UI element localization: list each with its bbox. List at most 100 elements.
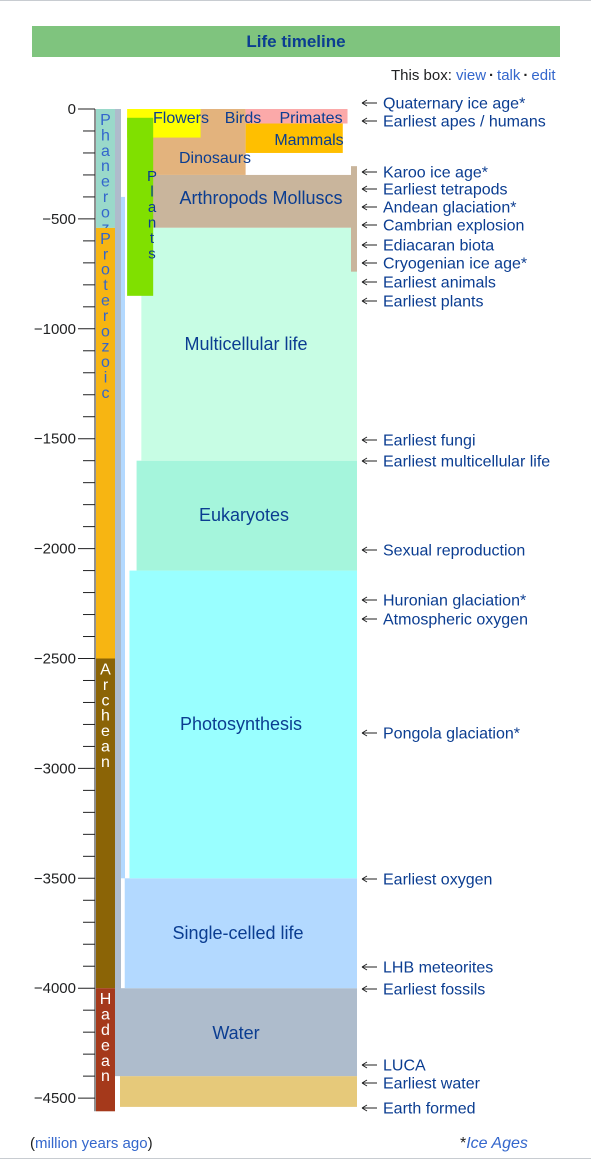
life-block-birds[interactable] xyxy=(200,109,246,142)
event-label[interactable]: Earliest oxygen xyxy=(383,872,492,889)
eon-letter: o xyxy=(101,354,110,371)
eon-letter: c xyxy=(102,385,110,402)
event-marker: Quaternary ice age* xyxy=(361,96,525,113)
left-arrow-icon xyxy=(361,1079,368,1087)
left-arrow-icon xyxy=(361,203,368,211)
event-label[interactable]: Atmospheric oxygen xyxy=(383,612,528,629)
units-link[interactable]: million years ago xyxy=(35,1135,148,1152)
talk-link[interactable]: talk xyxy=(497,67,521,84)
navbar-prefix: This box: xyxy=(391,67,452,84)
left-arrow-icon xyxy=(361,278,368,286)
event-marker: Earliest plants xyxy=(361,294,484,311)
eon-letter: d xyxy=(101,1022,110,1039)
left-arrow-icon xyxy=(361,457,368,465)
event-label[interactable]: Earliest fungi xyxy=(383,433,476,450)
event-label[interactable]: Huronian glaciation* xyxy=(383,593,526,610)
block-label: Primates xyxy=(279,110,342,127)
event-marker: Earliest animals xyxy=(361,275,496,292)
tick-label: −1000 xyxy=(34,321,76,338)
event-label[interactable]: Karoo ice age* xyxy=(383,165,488,182)
left-arrow-icon xyxy=(361,729,368,737)
event-marker: Karoo ice age* xyxy=(361,165,488,182)
life-block-eukaryotes[interactable] xyxy=(136,460,357,571)
left-arrow-icon xyxy=(361,436,368,444)
event-label[interactable]: Earliest water xyxy=(383,1076,481,1093)
event-label[interactable]: Earliest plants xyxy=(383,294,484,311)
plants-letter: l xyxy=(150,184,153,201)
event-label[interactable]: Andean glaciation* xyxy=(383,200,516,217)
event-label[interactable]: Quaternary ice age* xyxy=(383,96,525,113)
nav-separator: · xyxy=(523,67,529,84)
block-label: Flowers xyxy=(153,110,209,127)
event-marker: LHB meteorites xyxy=(361,960,493,977)
life-block-multicellular-life[interactable] xyxy=(141,227,357,461)
event-marker: Cambrian explosion xyxy=(361,218,524,235)
eon-letter: H xyxy=(100,991,112,1008)
event-label[interactable]: LUCA xyxy=(383,1058,426,1075)
left-arrow-icon xyxy=(361,99,368,107)
eon-bar-archean[interactable] xyxy=(96,658,115,989)
event-label[interactable]: LHB meteorites xyxy=(383,960,493,977)
ice-ages-link[interactable]: Ice Ages xyxy=(466,1135,528,1152)
tick-label: −1500 xyxy=(34,431,76,448)
event-marker: Earliest fossils xyxy=(361,982,485,999)
eon-bar-phanerozoic[interactable] xyxy=(96,109,115,228)
eon-letter: P xyxy=(100,112,111,129)
event-label[interactable]: Sexual reproduction xyxy=(383,543,525,560)
event-marker: Cryogenian ice age* xyxy=(361,256,527,273)
event-label[interactable]: Cryogenian ice age* xyxy=(383,256,527,273)
block-label: Arthropods Molluscs xyxy=(179,188,342,208)
left-arrow-icon xyxy=(361,241,368,249)
event-marker: Earliest multicellular life xyxy=(361,454,550,471)
tick-label: −4000 xyxy=(34,980,76,997)
eon-letter: i xyxy=(104,370,108,387)
plants-letter: P xyxy=(147,168,157,185)
event-label[interactable]: Earliest apes / humans xyxy=(383,114,546,131)
life-block-single-celled-life[interactable] xyxy=(124,878,358,989)
event-marker: Pongola glaciation* xyxy=(361,726,520,743)
left-arrow-icon xyxy=(361,963,368,971)
left-arrow-icon xyxy=(361,1061,368,1069)
life-block-earth-formed-base[interactable] xyxy=(120,1076,357,1107)
eon-letter: e xyxy=(101,174,110,191)
tick-label: −3000 xyxy=(34,760,76,777)
event-label[interactable]: Earliest tetrapods xyxy=(383,182,508,199)
tick-label: −2500 xyxy=(34,651,76,668)
life-block-arthropods-molluscs[interactable] xyxy=(150,174,357,228)
event-marker: Huronian glaciation* xyxy=(361,593,526,610)
eon-letter: c xyxy=(102,692,110,709)
life-block-primates[interactable] xyxy=(245,109,348,124)
eon-letter: r xyxy=(103,189,109,206)
edit-link[interactable]: edit xyxy=(531,67,556,84)
view-link[interactable]: view xyxy=(456,67,487,84)
event-label[interactable]: Earliest fossils xyxy=(383,982,485,999)
plants-letter: t xyxy=(150,230,155,247)
eon-bar-hadean[interactable] xyxy=(96,988,115,1112)
event-label[interactable]: Earliest multicellular life xyxy=(383,454,550,471)
life-block-water[interactable] xyxy=(120,988,357,1077)
life-block-plants[interactable] xyxy=(127,117,154,296)
eon-letter: P xyxy=(100,231,111,248)
left-arrow-icon xyxy=(361,185,368,193)
event-label[interactable]: Ediacaran biota xyxy=(383,238,494,255)
eon-letter: r xyxy=(103,246,109,263)
eon-letter: e xyxy=(101,723,110,740)
eon-letter: o xyxy=(101,262,110,279)
event-label[interactable]: Earliest animals xyxy=(383,275,496,292)
eon-letter: n xyxy=(101,158,110,175)
event-label[interactable]: Cambrian explosion xyxy=(383,218,524,235)
life-block-photosynthesis[interactable] xyxy=(129,570,357,879)
left-arrow-icon xyxy=(361,615,368,623)
event-marker: Sexual reproduction xyxy=(361,543,525,560)
plants-letter: s xyxy=(148,246,156,263)
eon-letter: A xyxy=(100,662,111,679)
nav-separator: · xyxy=(489,67,495,84)
event-label[interactable]: Pongola glaciation* xyxy=(383,726,520,743)
ice-ages-note: *Ice Ages xyxy=(460,1135,528,1152)
tick-label: −500 xyxy=(42,211,76,228)
event-marker: Earliest oxygen xyxy=(361,872,492,889)
event-marker: Earliest fungi xyxy=(361,433,476,450)
eon-bar-proterozoic[interactable] xyxy=(96,227,115,659)
event-label[interactable]: Earth formed xyxy=(383,1101,475,1118)
